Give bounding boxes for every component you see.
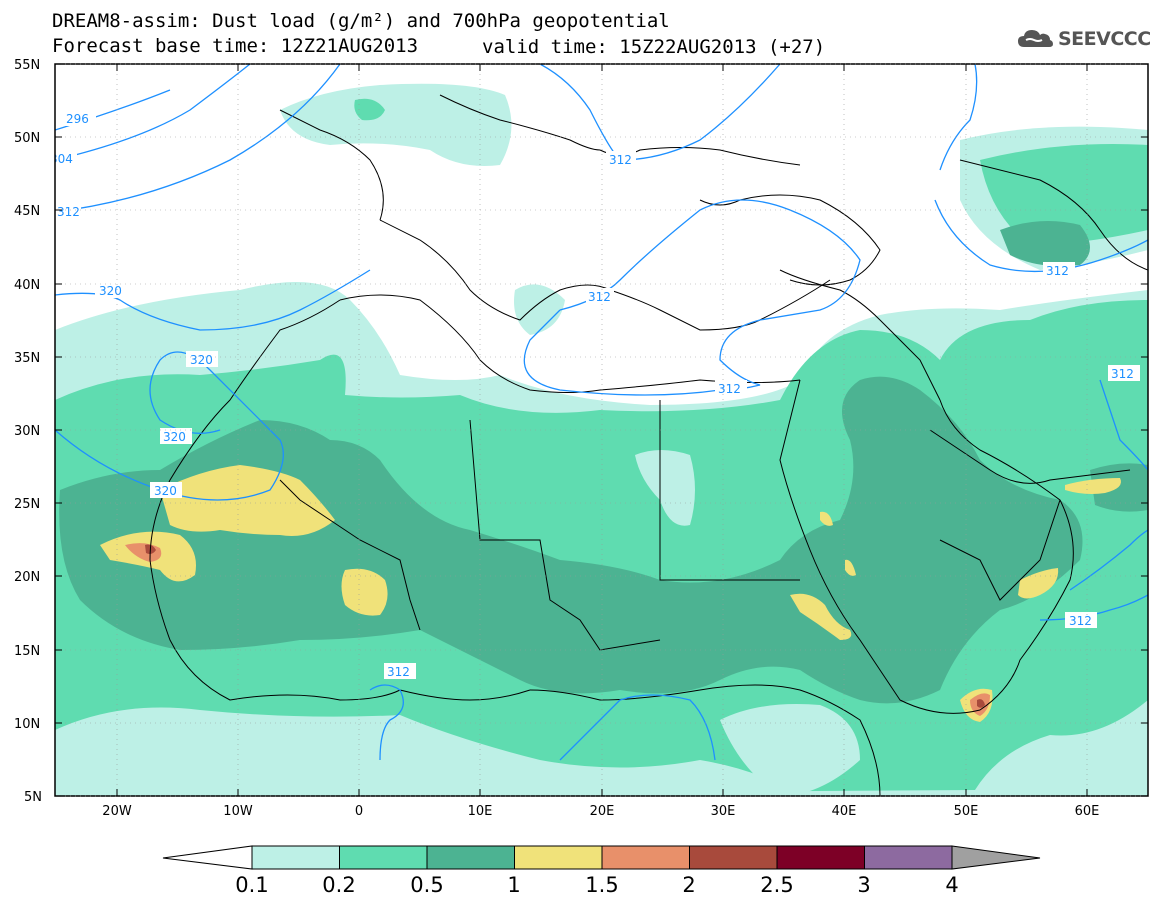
lon-label: 20W <box>102 804 132 819</box>
contour-label: 320 <box>186 351 218 367</box>
seevccc-logo: SEEVCCC <box>1016 27 1151 51</box>
lat-label: 30N <box>14 424 40 439</box>
contour-label: 304 <box>50 150 77 166</box>
lon-label: 30E <box>711 804 736 819</box>
colorbar-tick-label: 3 <box>857 873 870 897</box>
colorbar-tick-label: 1 <box>507 873 520 897</box>
lon-label: 50E <box>954 804 979 819</box>
axis-ticks <box>55 63 1148 797</box>
lat-label: 5N <box>24 790 42 805</box>
lon-label: 0 <box>355 804 363 819</box>
colorbar-tick-label: 2.5 <box>760 873 793 897</box>
lat-label: 20N <box>14 570 40 585</box>
title-base-time: Forecast base time: 12Z21AUG2013 <box>52 35 419 57</box>
contour-label: 312 <box>384 663 416 679</box>
colorbar-min-arrow <box>162 845 253 870</box>
colorbar: 0.1 0.2 0.5 1 1.5 2 2.5 3 4 <box>162 845 1041 897</box>
colorbar-tick-label: 1.5 <box>585 873 618 897</box>
lat-label: 50N <box>14 131 40 146</box>
svg-text:312: 312 <box>387 665 410 679</box>
contour-labels: 296 304 312 320 320 320 <box>50 110 1140 679</box>
lat-label: 15N <box>14 644 40 659</box>
lat-label: 10N <box>14 717 40 732</box>
colorbar-tick-label: 4 <box>945 873 958 897</box>
colorbar-swatch <box>339 845 428 870</box>
colorbar-swatch <box>251 845 340 870</box>
longitude-axis: 20W 10W 0 10E 20E 30E 40E 50E 60E <box>102 804 1099 819</box>
contour-label: 296 <box>60 110 96 126</box>
contour-label: 312 <box>1065 612 1097 628</box>
lon-label: 60E <box>1075 804 1100 819</box>
colorbar-swatch <box>864 845 953 870</box>
colorbar-swatch <box>514 845 603 870</box>
cloud-icon <box>1018 30 1053 47</box>
svg-text:320: 320 <box>154 484 177 498</box>
lat-label: 35N <box>14 351 40 366</box>
lon-label: 20E <box>590 804 615 819</box>
svg-text:320: 320 <box>190 353 213 367</box>
contour-label: 312 <box>715 380 747 396</box>
contour-label: 312 <box>586 288 614 304</box>
lat-label: 25N <box>14 497 40 512</box>
contour-label: 320 <box>150 482 182 498</box>
colorbar-swatch <box>601 845 690 870</box>
colorbar-tick-label: 2 <box>682 873 695 897</box>
colorbar-swatch <box>689 845 778 870</box>
lon-label: 40E <box>832 804 857 819</box>
svg-text:312: 312 <box>718 382 741 396</box>
svg-text:296: 296 <box>66 112 89 126</box>
svg-text:320: 320 <box>99 284 122 298</box>
svg-text:312: 312 <box>1111 367 1134 381</box>
svg-text:312: 312 <box>609 153 632 167</box>
lat-label: 55N <box>14 58 40 73</box>
svg-text:312: 312 <box>1046 264 1069 278</box>
contour-label: 312 <box>1043 262 1075 278</box>
colorbar-max-arrow <box>951 845 1041 870</box>
lon-label: 10W <box>223 804 253 819</box>
contour-label: 312 <box>55 203 81 219</box>
title-line-1: DREAM8-assim: Dust load (g/m²) and 700hP… <box>52 10 670 32</box>
contour-label: 320 <box>160 428 192 444</box>
colorbar-tick-label: 0.5 <box>410 873 443 897</box>
lat-label: 40N <box>14 278 40 293</box>
logo-text: SEEVCCC <box>1058 28 1151 50</box>
svg-text:312: 312 <box>57 205 80 219</box>
colorbar-tick-label: 0.2 <box>322 873 355 897</box>
svg-text:312: 312 <box>1069 614 1092 628</box>
colorbar-swatch <box>426 845 515 870</box>
contour-label: 312 <box>1108 365 1140 381</box>
geopotential-contours <box>55 64 1148 761</box>
svg-text:320: 320 <box>163 430 186 444</box>
lon-label: 10E <box>468 804 493 819</box>
svg-text:312: 312 <box>588 290 611 304</box>
svg-text:304: 304 <box>50 152 73 166</box>
dust-field: 296 304 312 320 320 320 <box>50 64 1148 796</box>
lat-label: 45N <box>14 204 40 219</box>
contour-label: 312 <box>606 151 636 167</box>
title-valid-time: valid time: 15Z22AUG2013 (+27) <box>482 36 826 58</box>
colorbar-swatch <box>776 845 865 870</box>
colorbar-tick-label: 0.1 <box>235 873 268 897</box>
latitude-axis: 55N 50N 45N 40N 35N 30N 25N 20N 15N 10N … <box>14 58 42 805</box>
contour-label: 320 <box>95 282 127 298</box>
